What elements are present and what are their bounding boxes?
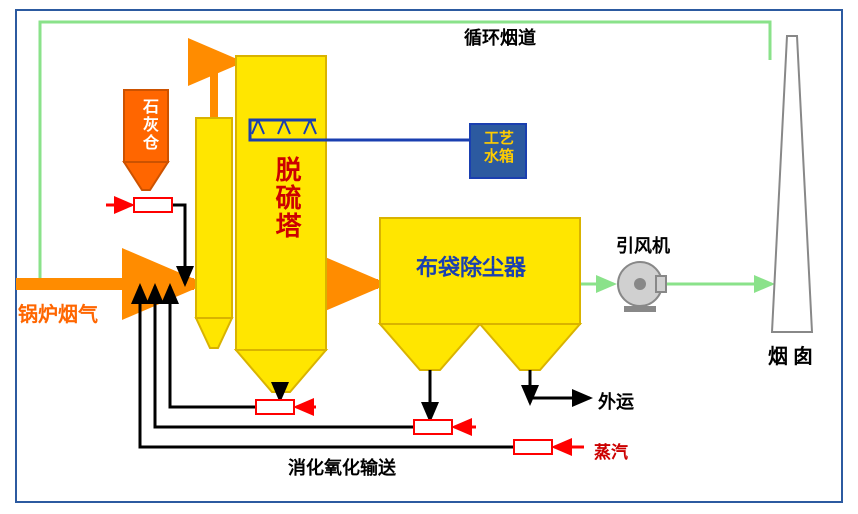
- steam-label: 蒸汽: [594, 438, 628, 463]
- red-box-1: [134, 198, 172, 212]
- baghouse: [380, 218, 580, 370]
- stack-label: 烟 囱: [768, 340, 813, 369]
- pre-tower: [196, 118, 232, 348]
- export-label: 外运: [598, 388, 634, 414]
- baghouse-label: 布袋除尘器: [416, 250, 526, 282]
- stack: [772, 36, 812, 332]
- gas-to-tower: [214, 62, 236, 118]
- fan-label: 引风机: [616, 232, 670, 258]
- lime-out: [172, 205, 185, 284]
- lime-bin-label: 石灰仓: [136, 98, 160, 152]
- red-box-2: [256, 400, 294, 414]
- flue-gas-desulfurization-diagram: 循环烟道 石灰仓 脱硫塔 工艺水箱 锅炉烟气 布袋除尘器 引风机 烟 囱 外运 …: [0, 0, 858, 514]
- bottom-text-label: 消化氧化输送: [288, 454, 396, 480]
- tower-label: 脱硫塔: [268, 156, 305, 240]
- induced-draft-fan: [618, 262, 666, 312]
- red-box-4: [514, 440, 552, 454]
- boiler-gas-label: 锅炉烟气: [18, 298, 98, 327]
- red-box-3: [414, 420, 452, 434]
- water-box-label: 工艺水箱: [478, 130, 520, 166]
- recycle-duct-label: 循环烟道: [464, 24, 536, 50]
